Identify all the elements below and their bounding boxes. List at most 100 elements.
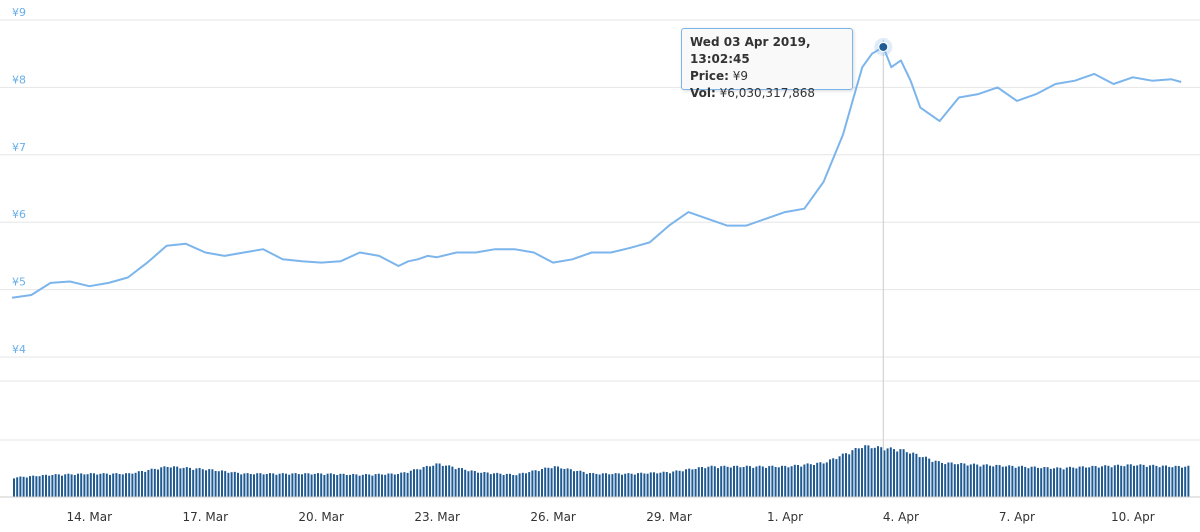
volume-bar [262, 474, 265, 497]
volume-bar [681, 471, 684, 497]
volume-bar [246, 473, 249, 497]
volume-bar [454, 469, 457, 497]
volume-bar [422, 467, 425, 497]
volume-bar [544, 467, 547, 497]
volume-bar [822, 463, 825, 497]
volume-bar [416, 469, 419, 497]
volume-bar [707, 466, 710, 497]
volume-bar [1062, 469, 1065, 497]
volume-bar [1065, 467, 1068, 497]
volume-bar [25, 477, 28, 497]
volume-bar [461, 468, 463, 497]
volume-bar [550, 468, 553, 497]
volume-bar [1024, 466, 1027, 497]
volume-bar [317, 473, 319, 497]
volume-bar [233, 471, 236, 497]
x-tick-label: 14. Mar [67, 510, 113, 524]
volume-bar [1171, 467, 1174, 497]
volume-bar [848, 454, 851, 497]
volume-bar [185, 467, 188, 497]
volume-bar [240, 474, 243, 497]
volume-bar [688, 468, 691, 497]
volume-bar [739, 467, 742, 497]
volume-bar [889, 447, 892, 497]
volume-bar [809, 464, 812, 497]
volume-bar [685, 469, 687, 497]
volume-bar [1017, 466, 1020, 497]
volume-bar [115, 473, 118, 497]
volume-bar [339, 473, 342, 497]
y-tick-label: ¥4 [12, 343, 26, 356]
volume-bar [713, 466, 716, 497]
volume-bar [1021, 465, 1023, 497]
volume-bar [112, 473, 115, 497]
volume-bar [515, 475, 518, 497]
volume-bar [595, 473, 598, 497]
volume-bar [912, 452, 915, 497]
volume-bar [45, 474, 47, 497]
volume-bar [851, 450, 854, 497]
volume-bar [1030, 466, 1033, 497]
price-series [11, 46, 1182, 299]
volume-bar [182, 467, 185, 497]
volume-bar [1117, 464, 1119, 497]
volume-bar [745, 465, 748, 497]
volume-bar [333, 474, 335, 497]
volume-bar [173, 466, 175, 497]
volume-bar [1133, 465, 1135, 497]
volume-bar [1097, 467, 1100, 497]
volume-bar [201, 469, 204, 497]
volume-bar [390, 473, 393, 497]
volume-bar [838, 456, 841, 497]
volume-bar [905, 452, 908, 497]
volume-bar [755, 466, 758, 497]
volume-bar [864, 445, 867, 497]
x-tick-label: 20. Mar [298, 510, 344, 524]
volume-bar [800, 466, 803, 497]
volume-bar [1043, 467, 1046, 497]
volume-bar [1075, 468, 1078, 497]
x-tick-label: 23. Mar [414, 510, 460, 524]
volume-bar [886, 448, 889, 497]
y-tick-label: ¥7 [12, 141, 26, 154]
volume-bar [227, 472, 230, 497]
volume-bar [35, 476, 38, 497]
volume-bar [342, 473, 345, 497]
volume-bar [205, 470, 207, 497]
volume-bar [32, 475, 35, 497]
volume-bar [192, 469, 195, 497]
volume-bar [947, 462, 950, 497]
volume-bar [563, 469, 566, 497]
volume-bar [781, 465, 783, 497]
volume-bar [1014, 467, 1017, 497]
volume-bar [483, 472, 486, 497]
volume-bar [979, 466, 982, 497]
volume-bar [678, 470, 681, 497]
volume-bar [643, 473, 646, 497]
y-tick-label: ¥6 [12, 208, 26, 221]
tooltip-price-label: Price: [690, 69, 729, 83]
volume-bar [873, 447, 876, 497]
volume-bar [435, 463, 438, 497]
volume-bar [134, 472, 137, 497]
volume-bar [518, 473, 521, 497]
volume-bar [765, 467, 767, 497]
volume-bar [400, 472, 403, 497]
y-tick-label: ¥5 [12, 276, 26, 289]
volume-bar [208, 469, 211, 497]
volume-bar [275, 474, 278, 497]
volume-bar [902, 449, 905, 497]
volume-bar [493, 473, 495, 497]
volume-bar [611, 474, 614, 497]
volume-bar [230, 472, 233, 497]
volume-bar [966, 465, 969, 497]
volume-bar [16, 477, 19, 497]
volume-bar [723, 465, 726, 497]
volume-bar [928, 458, 931, 497]
hover-marker [878, 41, 889, 52]
volume-bar [854, 448, 857, 497]
volume-bar [336, 475, 339, 497]
volume-bar [125, 473, 127, 497]
volume-bar [361, 474, 364, 497]
